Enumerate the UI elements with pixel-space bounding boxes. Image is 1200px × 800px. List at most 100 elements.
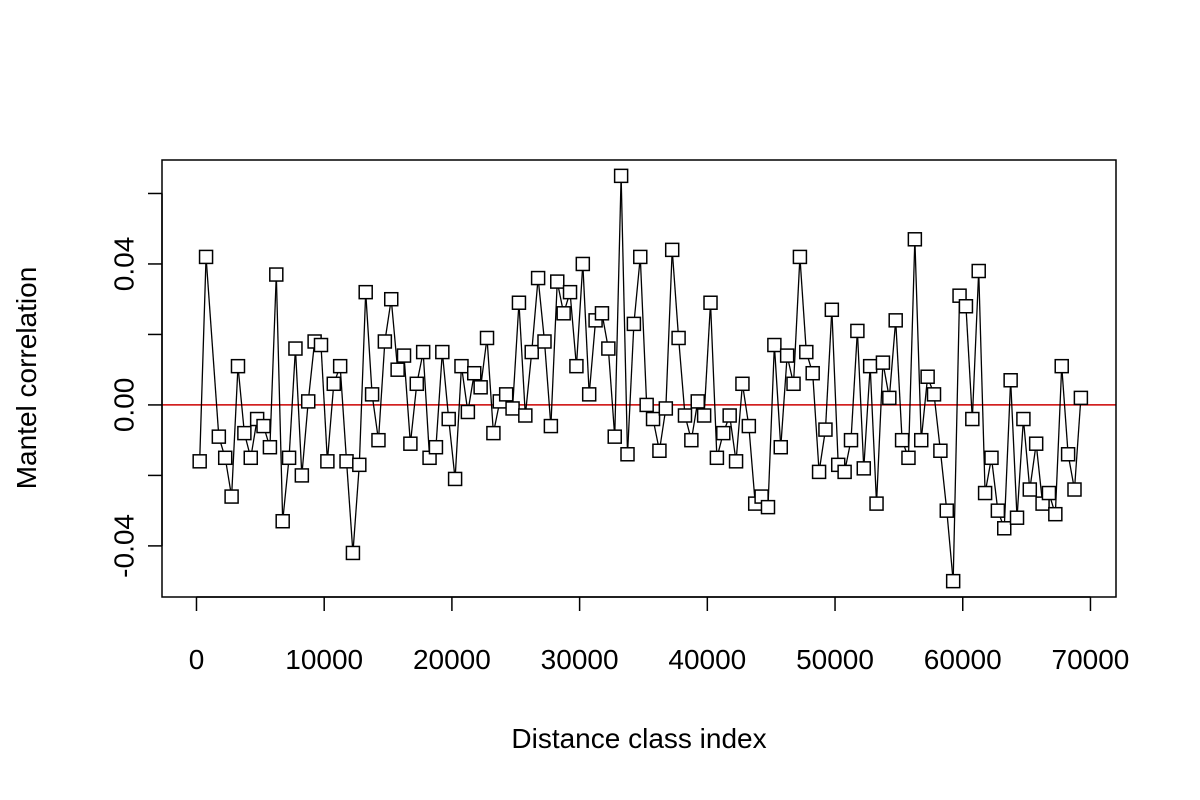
data-point-marker [243,450,259,466]
series-segment [538,284,545,336]
data-point-marker [696,408,712,423]
series-segment [895,326,903,434]
series-segment [378,347,386,434]
series-segment [410,390,417,438]
data-point-marker [1009,510,1025,525]
series-segment [205,263,220,431]
series-segment [748,432,756,498]
data-point-marker [435,344,450,360]
data-point-marker [275,513,290,529]
series-segment [735,390,743,455]
data-point-marker [428,439,444,455]
data-point-marker [818,422,833,437]
series-segment [461,372,468,406]
data-point-marker [518,408,533,423]
series-segment [653,425,659,445]
data-point-marker [677,408,693,423]
series-segment [220,442,224,452]
series-segment [339,372,347,455]
data-point-marker [920,369,935,384]
series-segment [544,347,552,420]
data-point-marker [709,450,725,466]
data-point-marker [1003,373,1018,388]
data-point-marker [664,242,680,258]
data-point-marker [467,365,482,381]
series-segment [442,358,449,413]
series-segment [857,337,865,462]
data-point-marker [550,274,565,289]
series-segment [883,369,889,392]
series-segment [531,284,539,346]
series-segment [225,464,232,491]
series-segment [686,421,691,434]
data-point-marker [326,376,342,392]
data-point-marker [971,263,986,279]
series-segment [199,263,207,455]
data-point-marker [415,344,431,360]
data-point-marker [690,394,705,409]
data-point-marker [1028,436,1044,451]
data-point-marker [773,439,789,455]
data-point-marker [498,387,514,402]
data-point-marker [1048,506,1063,522]
series-segment [295,355,303,469]
data-point-marker [811,464,827,480]
series-segment [237,372,245,427]
series-segment [908,245,916,452]
data-point-marker [211,429,227,444]
series-segment [352,471,360,547]
x-tick-label: 60000 [924,644,1002,675]
data-point-marker [530,270,546,286]
series-segment [435,358,443,441]
data-point-marker [862,358,878,374]
x-tick-label: 50000 [796,644,874,675]
series-segment [231,372,239,491]
series-segment [320,351,328,455]
series-segment [480,344,487,381]
data-point-marker [1054,358,1069,374]
series-segment [1068,460,1074,484]
x-tick-label: 30000 [541,644,619,675]
series-segment [448,425,456,473]
series-segment [1023,425,1030,484]
series-segment [301,407,309,469]
data-point-marker [799,344,814,360]
data-point-marker [658,401,674,416]
data-point-marker [409,376,425,392]
series-segment [903,446,907,452]
data-point-marker [377,334,393,349]
series-segment [819,436,826,466]
data-point-marker [383,291,399,307]
series-segment [729,421,736,455]
series-segment [391,305,398,364]
data-point-marker [396,348,412,363]
series-segment [1050,499,1054,508]
series-segment [327,390,334,455]
series-segment [308,347,315,395]
series-segment [417,358,423,378]
series-segment [691,407,698,434]
series-segment [582,270,590,388]
series-segment [665,256,673,402]
data-point-marker [875,355,891,370]
series-segment [780,362,788,441]
data-point-marker [977,485,993,501]
series-segment [845,446,851,466]
series-segment [288,355,296,452]
series-segment [850,337,858,434]
series-segment [940,457,947,505]
data-point-marker [1022,482,1038,497]
series-segment [385,305,391,336]
data-point-marker [256,418,271,434]
series-segment [672,256,679,332]
x-tick-label: 0 [189,644,205,675]
data-point-marker [262,439,278,455]
series-segment [335,372,339,378]
series-segment [869,372,877,498]
series-segment [1074,404,1082,484]
series-segment [282,464,290,515]
y-tick-label: 0.04 [109,237,140,292]
series-segment [889,326,896,392]
series-segment [468,379,474,406]
